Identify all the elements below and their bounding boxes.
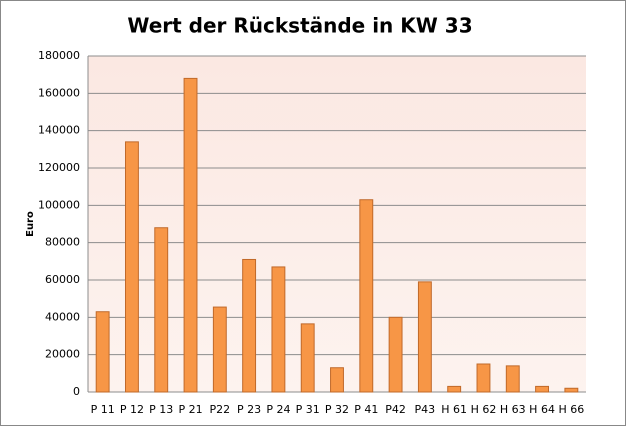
x-tick-label: P 12 [120,403,144,416]
x-tick-label: P 23 [237,403,261,416]
bar [535,385,550,393]
y-tick-label: 140000 [38,124,80,137]
x-tick-label: P 32 [325,403,349,416]
x-tick-label: P42 [385,403,406,416]
bar [476,363,491,393]
y-tick-label: 100000 [38,198,80,211]
bar [212,306,227,393]
y-tick-label: 60000 [45,273,80,286]
plot-area [88,56,586,392]
bar [447,385,462,393]
bar [95,311,110,393]
x-tick-label: P43 [415,403,436,416]
x-tick-label: H 66 [558,403,584,416]
x-tick-label: H 61 [441,403,467,416]
x-tick-label: P 41 [354,403,378,416]
y-tick-label: 160000 [38,86,80,99]
y-tick-label: 80000 [45,236,80,249]
bar [505,365,520,393]
x-tick-label: P 13 [149,403,173,416]
bar [124,141,139,393]
chart-title: Wert der Rückstände in KW 33 [127,14,472,38]
bar [271,266,286,393]
x-tick-label: H 62 [471,403,497,416]
y-tick-label: 40000 [45,310,80,323]
x-tick-label: P 31 [296,403,320,416]
bar [300,323,315,393]
y-axis-label: Euro [25,211,36,237]
bar [330,367,344,393]
bar [417,281,432,393]
y-tick-label: 20000 [45,348,80,361]
x-tick-label: P22 [210,403,231,416]
x-tick-label: H 64 [529,403,555,416]
bar [388,316,403,393]
bar [359,199,374,393]
bar [564,387,579,393]
x-tick-label: P 11 [91,403,115,416]
bar [242,258,257,393]
y-tick-label: 120000 [38,161,80,174]
x-tick-label: H 63 [500,403,526,416]
bar [183,77,198,393]
bar [154,227,169,393]
x-tick-label: P 24 [266,403,290,416]
x-tick-label: P 21 [178,403,202,416]
y-tick-label: 180000 [38,49,80,62]
y-tick-label: 0 [73,385,80,398]
